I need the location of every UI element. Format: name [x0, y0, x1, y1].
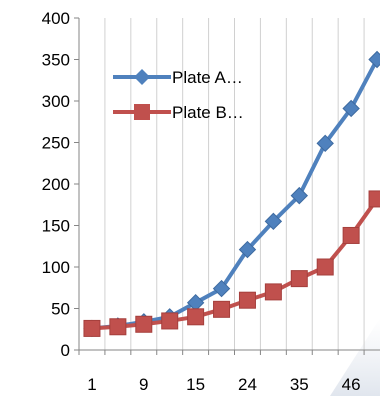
series-plate-a: [83, 50, 380, 338]
data-point-square: [213, 300, 231, 318]
corner-shadow: [330, 318, 380, 396]
data-point-square: [238, 291, 256, 309]
legend-label: Plate B…: [172, 103, 244, 122]
data-point-square: [187, 308, 205, 326]
legend-marker-diamond: [134, 69, 150, 85]
x-tick-label: 24: [238, 375, 257, 394]
series-group: [83, 50, 380, 338]
x-tick-label: 9: [139, 375, 148, 394]
data-point-diamond: [342, 99, 360, 118]
data-point-square: [83, 319, 101, 337]
y-tick-label: 0: [61, 341, 70, 360]
legend: Plate A… Plate B…: [113, 68, 244, 122]
legend-marker-square: [134, 104, 150, 120]
data-point-square: [342, 226, 360, 244]
data-point-square: [290, 270, 308, 288]
y-tick-label: 150: [42, 217, 70, 236]
data-point-square: [368, 190, 380, 208]
data-point-diamond: [186, 293, 205, 312]
data-point-square: [135, 315, 153, 333]
x-tick-label: 1: [87, 375, 96, 394]
y-tick-label: 200: [42, 175, 70, 194]
x-tick-label: 15: [186, 375, 205, 394]
legend-entry: Plate B…: [113, 103, 244, 122]
y-tick-label: 50: [51, 300, 70, 319]
y-tick-label: 300: [42, 92, 70, 111]
data-point-diamond: [290, 186, 308, 205]
data-point-square: [109, 318, 127, 336]
series-plate-b: [83, 190, 380, 337]
data-point-square: [264, 283, 282, 301]
data-point-diamond: [316, 134, 334, 153]
data-point-diamond: [238, 240, 257, 259]
legend-entry: Plate A…: [113, 68, 243, 87]
x-tick-label: 46: [342, 375, 361, 394]
data-point-square: [316, 258, 334, 276]
axes: 0 50 100 150 200 250 300 350 400 1 9 15 24 35 46: [42, 9, 380, 394]
legend-label: Plate A…: [172, 68, 243, 87]
data-point-diamond: [368, 50, 380, 69]
data-point-diamond: [264, 212, 283, 231]
data-point-square: [161, 312, 179, 330]
data-point-diamond: [212, 279, 231, 298]
y-tick-label: 400: [42, 9, 70, 28]
y-tick-label: 100: [42, 258, 70, 277]
y-tick-label: 350: [42, 51, 70, 70]
y-tick-label: 250: [42, 134, 70, 153]
x-tick-label: 35: [290, 375, 309, 394]
